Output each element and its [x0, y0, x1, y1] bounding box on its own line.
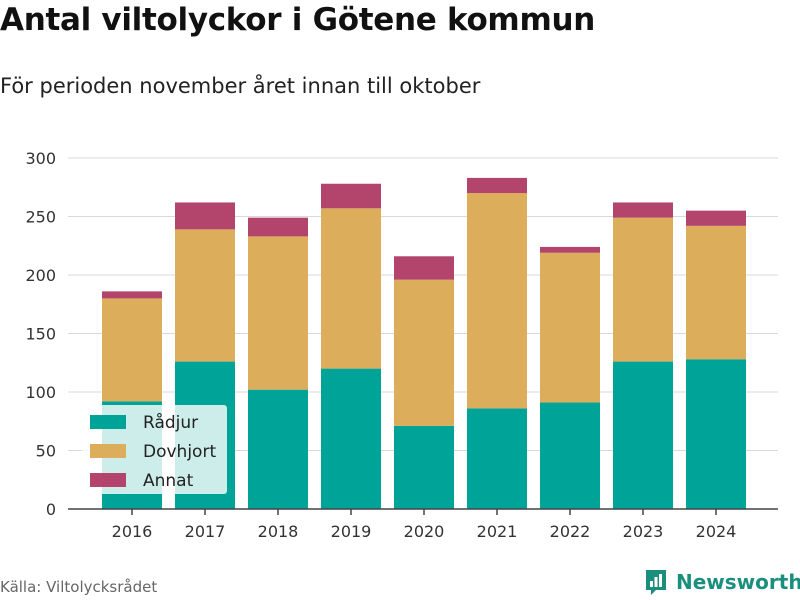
bar-annat-2021: [467, 177, 527, 194]
x-tick-label: 2022: [550, 522, 591, 541]
bar-r-djur-2018: [248, 389, 308, 509]
source-note: Källa: Viltolycksrådet: [0, 578, 158, 596]
legend-swatch: [90, 444, 126, 458]
legend-label: Annat: [143, 471, 194, 491]
brand-name: Newsworthy: [676, 570, 800, 594]
bar-annat-2024: [686, 210, 746, 226]
bar-dovhjort-2024: [686, 225, 746, 360]
legend-swatch: [90, 473, 126, 487]
bar-annat-2016: [102, 291, 162, 299]
bar-dovhjort-2021: [467, 193, 527, 409]
bar-annat-2019: [321, 183, 381, 209]
bar-r-djur-2021: [467, 408, 527, 509]
bar-dovhjort-2016: [102, 298, 162, 402]
bar-annat-2018: [248, 217, 308, 237]
bar-r-djur-2024: [686, 359, 746, 509]
bar-dovhjort-2019: [321, 208, 381, 369]
bar-r-djur-2022: [540, 402, 600, 509]
y-tick-label: 150: [25, 325, 56, 344]
x-tick-label: 2023: [623, 522, 664, 541]
legend-label: Rådjur: [143, 412, 198, 433]
bar-annat-2022: [540, 246, 600, 253]
bar-r-djur-2023: [613, 361, 673, 509]
x-tick-label: 2024: [696, 522, 737, 541]
bar-dovhjort-2023: [613, 217, 673, 362]
brand-logo: Newsworthy: [644, 568, 800, 596]
bar-r-djur-2020: [394, 425, 454, 509]
x-tick-label: 2018: [258, 522, 299, 541]
y-tick-label: 200: [25, 266, 56, 285]
bar-r-djur-2019: [321, 368, 381, 509]
x-tick-label: 2020: [404, 522, 445, 541]
bar-dovhjort-2020: [394, 279, 454, 426]
newsworthy-icon: [646, 570, 666, 595]
y-tick-label: 0: [46, 500, 56, 519]
legend-swatch: [90, 415, 126, 429]
y-tick-label: 300: [25, 149, 56, 168]
bar-dovhjort-2022: [540, 252, 600, 403]
x-tick-label: 2017: [185, 522, 226, 541]
bar-dovhjort-2018: [248, 236, 308, 390]
x-tick-label: 2019: [331, 522, 372, 541]
legend-label: Dovhjort: [143, 442, 216, 462]
x-axis-ticks: 2016 2017 2018 2019 2020 2021 2022 2023 2024: [112, 509, 737, 541]
chart-subtitle: För perioden november året innan till ok…: [0, 74, 481, 98]
bar-annat-2020: [394, 256, 454, 280]
y-tick-label: 50: [36, 442, 56, 461]
y-tick-label: 250: [25, 208, 56, 227]
bar-annat-2017: [175, 202, 235, 230]
legend: Rådjur Dovhjort Annat: [82, 405, 227, 494]
bar-annat-2023: [613, 202, 673, 218]
y-axis-ticks: 0 50 100 150 200 250 300: [25, 149, 56, 519]
y-tick-label: 100: [25, 383, 56, 402]
chart-title: Antal viltolyckor i Götene kommun: [0, 2, 595, 38]
x-tick-label: 2021: [477, 522, 518, 541]
x-tick-label: 2016: [112, 522, 153, 541]
bar-dovhjort-2017: [175, 229, 235, 362]
